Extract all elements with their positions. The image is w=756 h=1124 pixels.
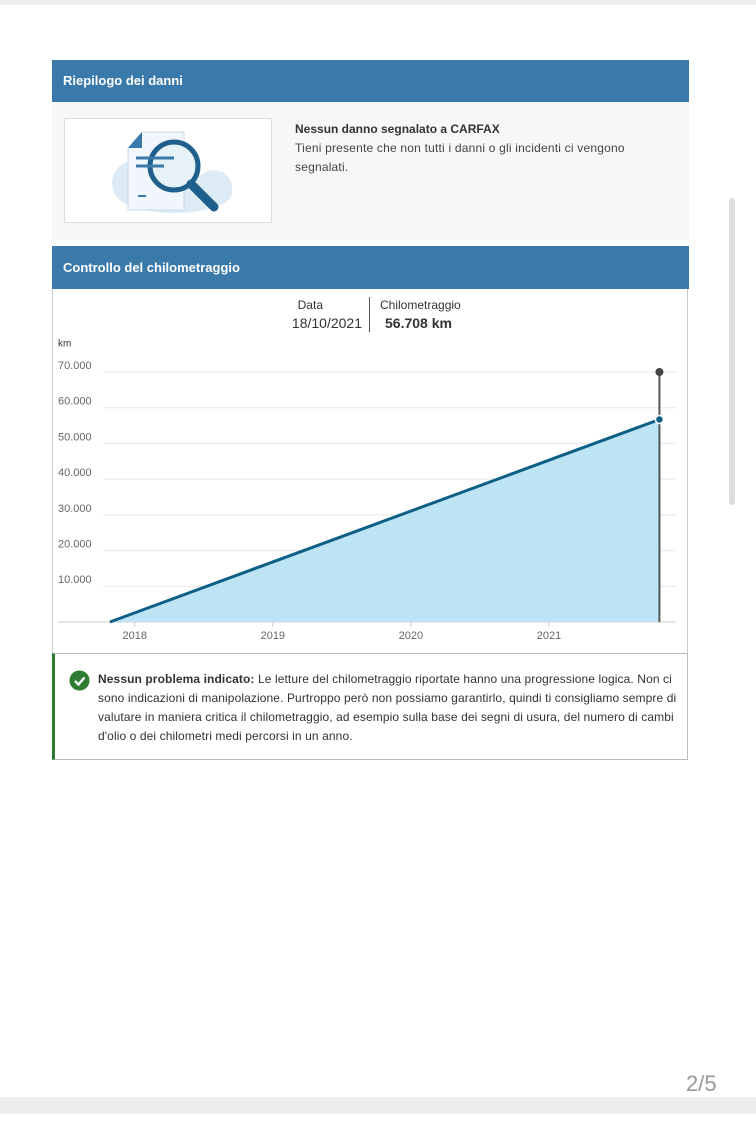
x-tick-label: 2019 <box>261 630 285 642</box>
point <box>654 414 665 425</box>
x-tick-label: 2021 <box>537 630 561 642</box>
cursor-dot <box>655 368 664 376</box>
top-bar <box>0 0 756 5</box>
x-tick-label: 2018 <box>123 630 147 642</box>
y-tick-label: 20.000 <box>58 538 92 550</box>
scrollbar[interactable] <box>729 198 735 505</box>
y-tick-label: 40.000 <box>58 467 92 479</box>
damage-text: Nessun danno segnalato a CARFAX Tieni pr… <box>295 120 665 177</box>
tooltip-date: Data 18/10/2021 <box>262 298 362 331</box>
tooltip-label: Chilometraggio <box>380 298 461 312</box>
note-title: Nessun problema indicato: <box>98 672 255 686</box>
damage-title: Nessun danno segnalato a CARFAX <box>295 122 500 136</box>
tooltip-value: 18/10/2021 <box>291 315 362 331</box>
y-tick-label: 50.000 <box>58 431 92 443</box>
section-header: Controllo del chilometraggio <box>52 246 689 289</box>
note-box <box>52 653 688 760</box>
check-icon <box>69 670 90 691</box>
y-axis-label: km <box>58 339 71 350</box>
damage-desc: Tieni presente che non tutti i danni o g… <box>295 141 625 174</box>
tooltip-km: Chilometraggio 56.708 km <box>380 298 461 331</box>
tooltip-value: 56.708 km <box>385 315 452 331</box>
y-tick-label: 10.000 <box>58 574 92 586</box>
note-body: Le letture del chilometraggio riportate … <box>98 672 677 743</box>
line <box>109 418 660 624</box>
bottom-bar <box>0 1097 756 1114</box>
tooltip-label: Data <box>297 298 323 312</box>
page-number: 2/5 <box>686 1071 717 1096</box>
tooltip-divider <box>369 297 370 332</box>
y-tick-label: 70.000 <box>58 360 92 372</box>
damage-icon <box>64 118 272 223</box>
section-header: Riepilogo dei danni <box>52 60 689 102</box>
y-tick-label: 60.000 <box>58 396 92 408</box>
note-text: Nessun problema indicato: Le letture del… <box>98 670 678 746</box>
x-tick-label: 2020 <box>399 630 423 642</box>
y-tick-label: 30.000 <box>58 503 92 515</box>
